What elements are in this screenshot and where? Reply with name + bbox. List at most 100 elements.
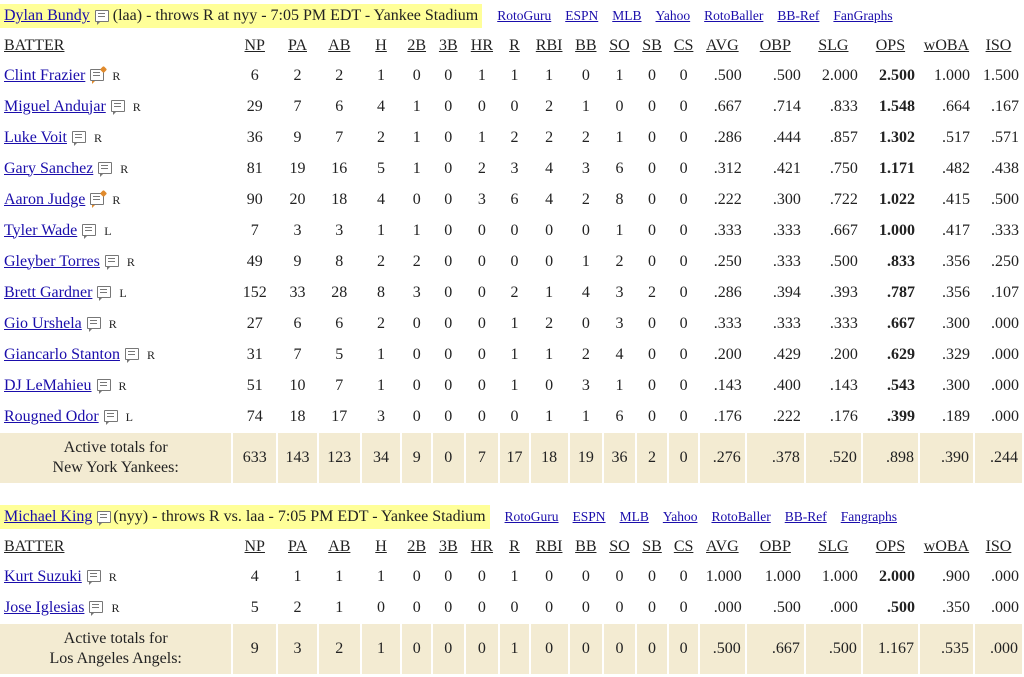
column-header-hr[interactable]: HR [470,538,494,555]
batter-link[interactable]: Clint Frazier [4,66,86,84]
column-header-rbi[interactable]: RBI [535,37,563,54]
link-espn[interactable]: ESPN [572,509,606,524]
column-header-iso[interactable]: ISO [985,538,1012,555]
column-header-avg[interactable]: AVG [706,538,739,555]
table-row: Brett Gardner L 152 33 28 8 3 0 0 2 1 4 3 2 0 .286 .394.… [0,277,1023,308]
column-header-woba[interactable]: wOBA [923,37,970,54]
link-rotoballer[interactable]: RotoBaller [704,8,764,23]
column-header-so[interactable]: SO [609,538,630,555]
link-rotoballer[interactable]: RotoBaller [711,509,771,524]
column-header-woba[interactable]: wOBA [923,538,970,555]
stat-obp: .429 [772,345,801,363]
link-fangraphs[interactable]: FanGraphs [833,8,893,23]
batter-link[interactable]: Brett Gardner [4,283,93,301]
batter-cell: Gio Urshela R [0,308,232,339]
column-header-pa[interactable]: PA [288,538,307,555]
column-header-h[interactable]: H [375,37,387,54]
batter-link[interactable]: Tyler Wade [4,221,78,239]
note-icon[interactable] [97,511,112,526]
link-fangraphs[interactable]: Fangraphs [840,509,897,524]
link-mlb[interactable]: MLB [619,509,649,524]
stat-pa: 6 [293,314,302,332]
batter-link[interactable]: Jose Iglesias [4,598,85,616]
column-header-cs[interactable]: CS [673,37,694,54]
link-yahoo[interactable]: Yahoo [662,509,698,524]
stat-woba: .300 [941,314,970,332]
total-pa: 3 [277,623,319,674]
link-rotoguru[interactable]: RotoGuru [504,509,559,524]
column-header-cs[interactable]: CS [673,538,694,555]
note-icon[interactable] [89,600,104,616]
link-mlb[interactable]: MLB [612,8,642,23]
column-header-obp[interactable]: OBP [759,538,791,555]
column-header-3b[interactable]: 3B [438,37,458,54]
note-icon[interactable] [97,285,112,301]
note-icon[interactable] [104,254,119,270]
note-icon[interactable] [82,223,97,239]
note-icon[interactable] [124,347,139,363]
batter-link[interactable]: Miguel Andujar [4,97,106,115]
batter-link[interactable]: Rougned Odor [4,407,99,425]
column-header-ops[interactable]: OPS [875,538,906,555]
batter-link[interactable]: Luke Voit [4,128,67,146]
stat-h: 4 [377,190,386,208]
column-header-bb[interactable]: BB [575,37,597,54]
column-header-r[interactable]: R [509,538,520,555]
column-header-np[interactable]: NP [244,538,265,555]
stat-avg: .286 [713,128,742,146]
table-row: Gleyber Torres R 49 9 8 2 2 0 0 0 0 1 2 0 0 .250 .333 .50… [0,246,1023,277]
note-icon[interactable] [110,99,125,115]
batter-link[interactable]: Kurt Suzuki [4,567,82,585]
column-header-slg[interactable]: SLG [818,37,849,54]
pitcher-link[interactable]: Michael King [4,508,93,525]
batter-link[interactable]: Gio Urshela [4,314,82,332]
column-header-sb[interactable]: SB [642,538,662,555]
column-header-np[interactable]: NP [244,37,265,54]
note-icon[interactable] [86,569,101,585]
batter-link[interactable]: Gary Sanchez [4,159,94,177]
note-icon[interactable] [86,316,101,332]
link-bbref[interactable]: BB-Ref [777,8,820,23]
batter-link[interactable]: Giancarlo Stanton [4,345,120,363]
batter-link[interactable]: Aaron Judge [4,190,86,208]
column-header-so[interactable]: SO [609,37,630,54]
note-icon[interactable] [94,10,109,25]
total-h: 34 [360,432,403,483]
link-bbref[interactable]: BB-Ref [784,509,827,524]
column-header-batter[interactable]: BATTER [4,538,65,555]
column-header-r[interactable]: R [509,37,520,54]
link-espn[interactable]: ESPN [565,8,599,23]
batter-link[interactable]: Gleyber Torres [4,252,100,270]
link-yahoo[interactable]: Yahoo [655,8,691,23]
note-icon[interactable] [103,409,118,425]
note-icon[interactable] [98,161,113,177]
column-header-avg[interactable]: AVG [706,37,739,54]
note-icon[interactable] [71,130,86,146]
note-edit-icon[interactable] [90,189,108,208]
column-header-sb[interactable]: SB [642,37,662,54]
note-edit-icon[interactable] [90,65,108,84]
table-row: Gary Sanchez R 81 19 16 5 1 0 2 3 4 3 6 0 0 .312 .421 .75… [0,153,1023,184]
column-header-bb[interactable]: BB [575,538,597,555]
column-header-iso[interactable]: ISO [985,37,1012,54]
column-header-3b[interactable]: 3B [438,538,458,555]
column-header-batter[interactable]: BATTER [4,37,65,54]
stat-rbi: 1 [545,345,554,363]
column-header-2b[interactable]: 2B [407,538,427,555]
column-header-pa[interactable]: PA [288,37,307,54]
batter-link[interactable]: DJ LeMahieu [4,376,92,394]
stat-pa: 9 [293,128,302,146]
pitcher-link[interactable]: Dylan Bundy [4,7,90,24]
column-header-h[interactable]: H [375,538,387,555]
column-header-rbi[interactable]: RBI [535,538,563,555]
column-header-ab[interactable]: AB [328,37,351,54]
column-header-slg[interactable]: SLG [818,538,849,555]
link-rotoguru[interactable]: RotoGuru [497,8,552,23]
column-header-ops[interactable]: OPS [875,37,906,54]
total-so: 0 [603,623,637,674]
column-header-ab[interactable]: AB [328,538,351,555]
column-header-2b[interactable]: 2B [407,37,427,54]
column-header-hr[interactable]: HR [470,37,494,54]
column-header-obp[interactable]: OBP [759,37,791,54]
note-icon[interactable] [96,378,111,394]
